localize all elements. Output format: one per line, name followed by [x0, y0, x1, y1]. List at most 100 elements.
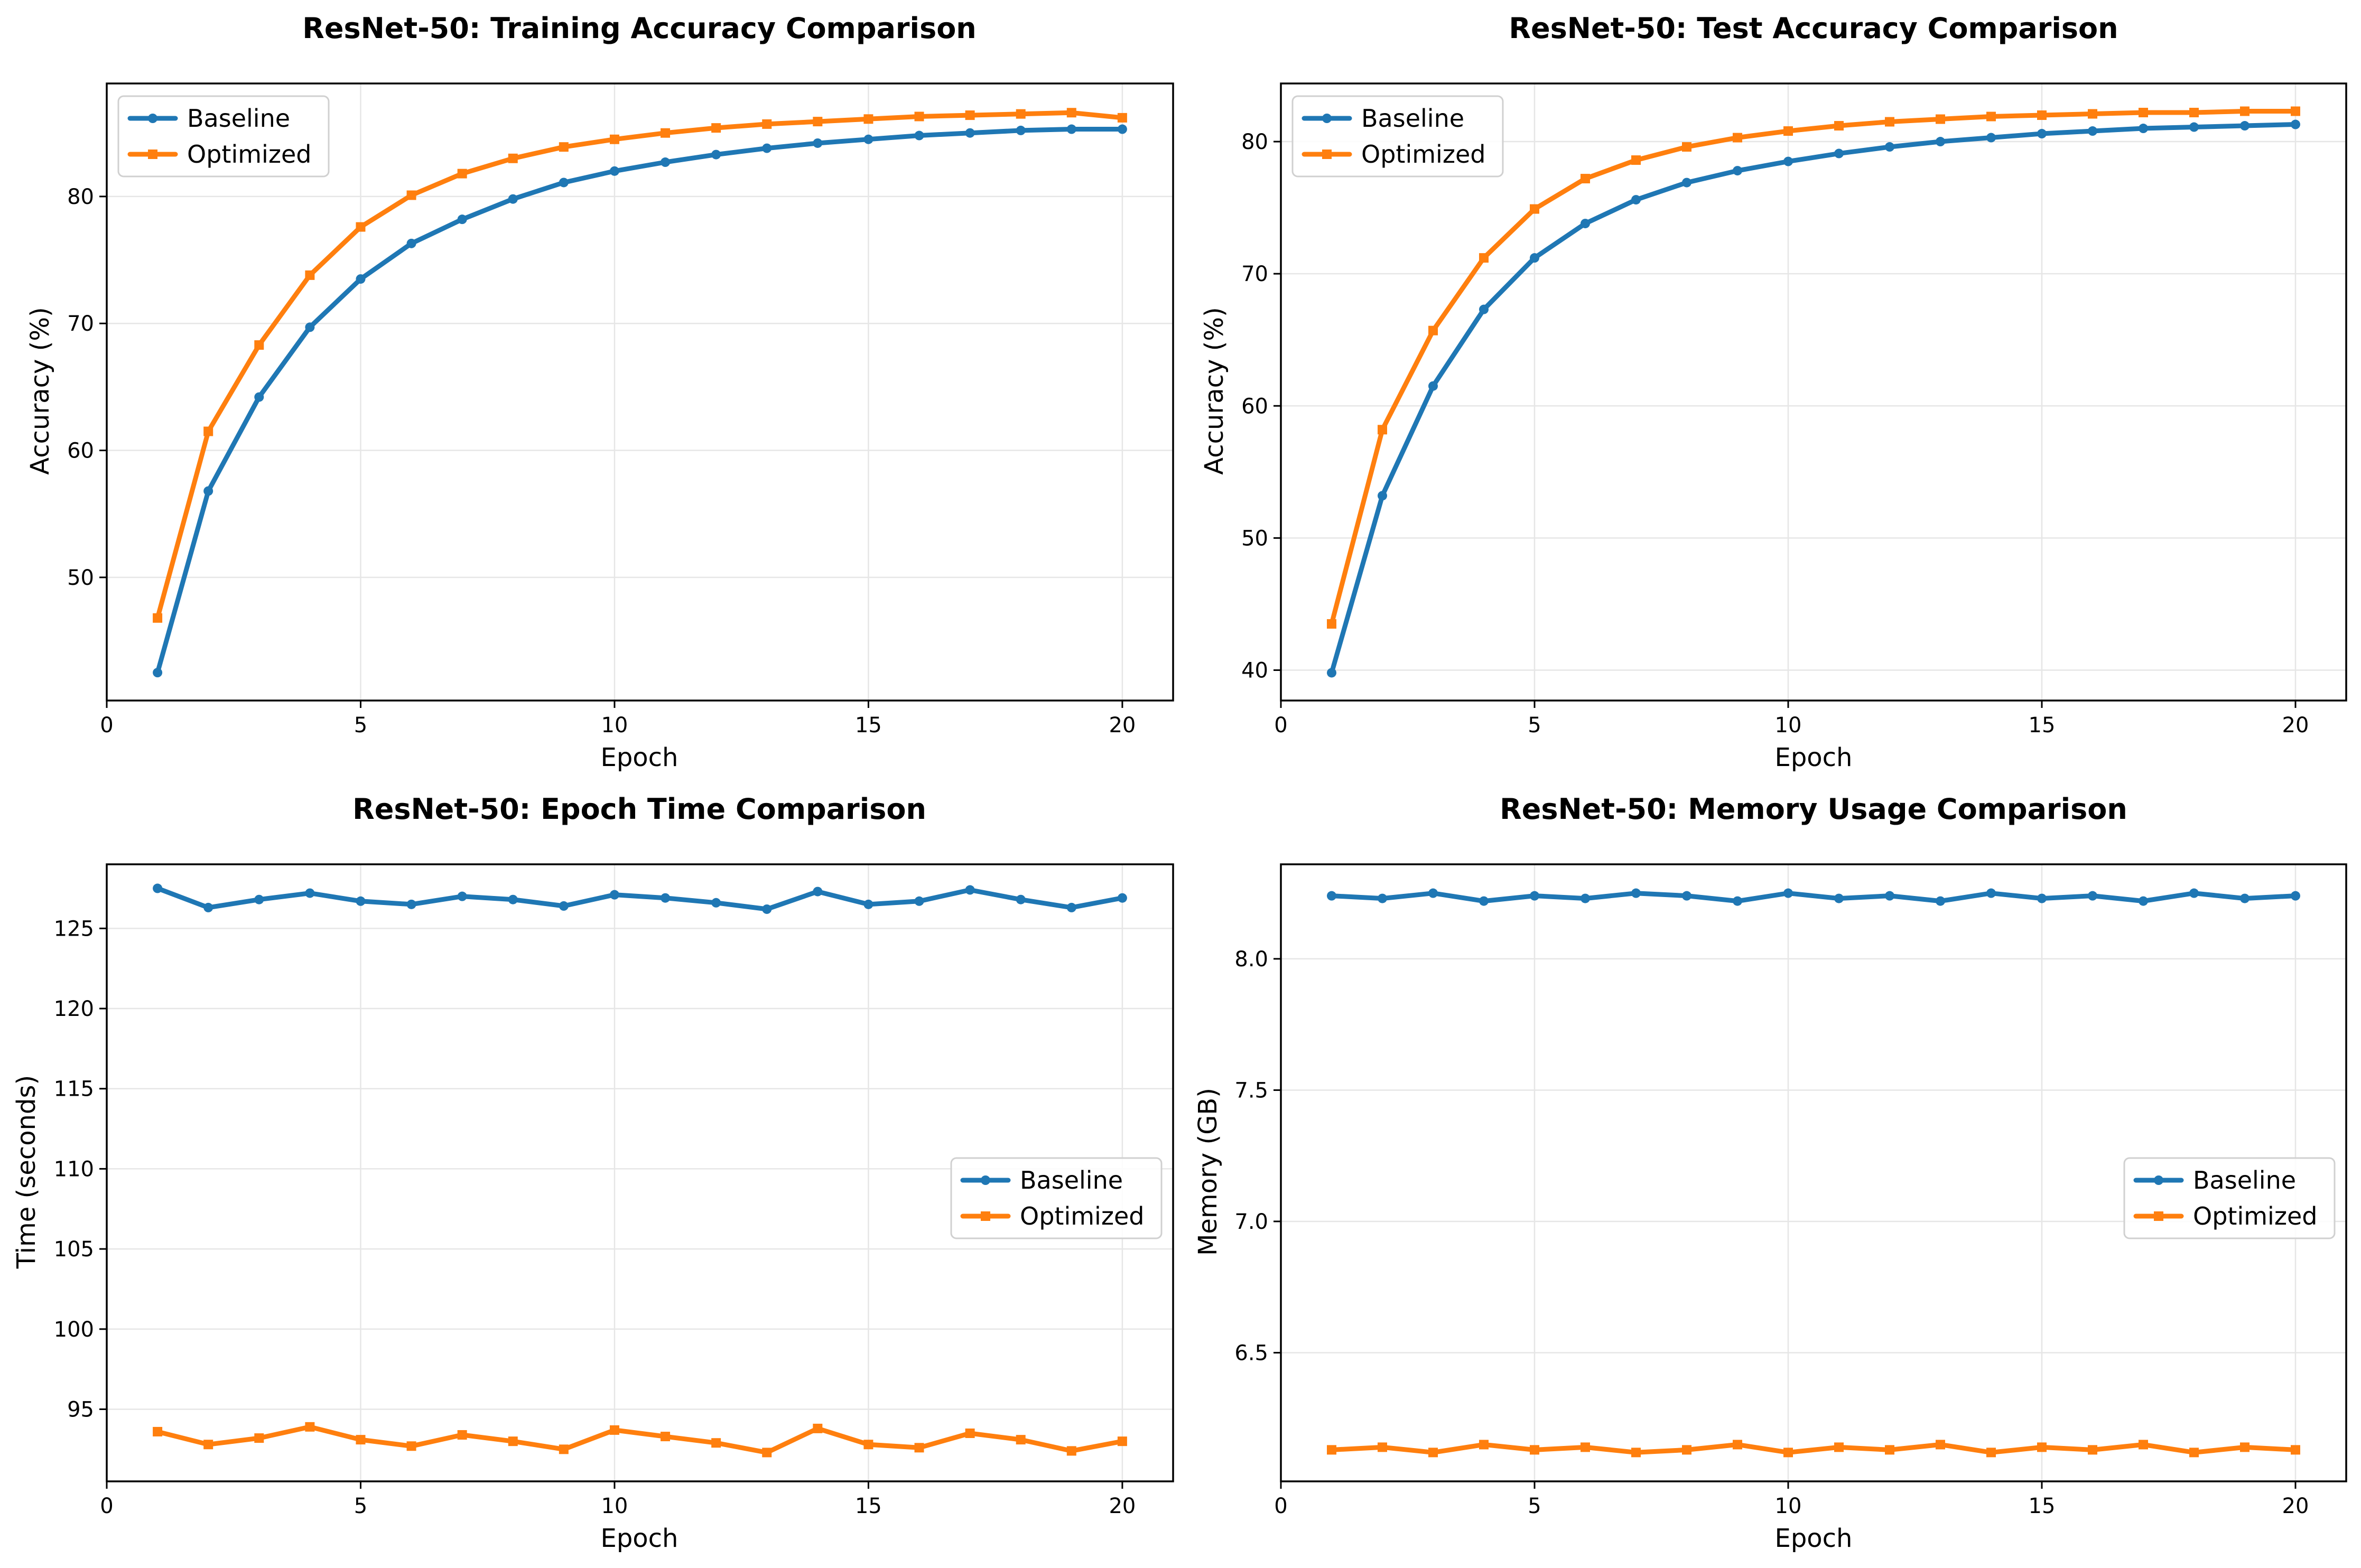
data-point: [609, 166, 619, 176]
x-axis-label: Epoch: [601, 1524, 678, 1553]
data-point: [2291, 106, 2300, 116]
data-point: [661, 1432, 671, 1442]
x-tick-label: 10: [1775, 1494, 1802, 1518]
data-point: [1936, 1440, 1945, 1450]
legend-label: Optimized: [187, 140, 311, 169]
data-point: [762, 1448, 772, 1458]
data-point: [1117, 893, 1127, 903]
data-point: [508, 1436, 518, 1446]
legend: Baseline Optimized: [117, 95, 330, 178]
data-point: [1066, 1446, 1076, 1456]
data-point: [711, 150, 721, 160]
y-tick-label: 115: [54, 1077, 94, 1102]
data-point: [1530, 204, 1539, 214]
data-point: [153, 883, 163, 893]
data-point: [2189, 888, 2199, 898]
legend-label: Optimized: [2193, 1202, 2317, 1230]
data-point: [356, 222, 366, 232]
y-tick-label: 8.0: [1234, 947, 1268, 972]
legend-label: Baseline: [2193, 1166, 2296, 1194]
data-point: [457, 1430, 467, 1440]
series-line: [1329, 122, 2298, 675]
data-point: [305, 270, 315, 280]
x-tick-label: 20: [1109, 713, 1136, 738]
y-axis-label: Memory (GB): [1193, 1088, 1223, 1256]
data-point: [559, 901, 569, 911]
series-line: [1329, 1442, 2298, 1455]
epoch-time-chart: ResNet-50: Epoch Time Comparison Epoch T…: [12, 792, 1174, 1553]
grid: [1280, 83, 2346, 701]
legend-item-baseline: Baseline: [127, 104, 290, 133]
data-point: [1986, 1448, 1996, 1458]
data-point: [1834, 148, 1844, 158]
data-point: [2240, 1442, 2250, 1452]
data-point: [1986, 133, 1996, 143]
legend-marker: [981, 1175, 990, 1185]
data-point: [1066, 108, 1076, 118]
y-tick-label: 70: [67, 312, 94, 336]
legend-item-optimized: Optimized: [127, 140, 311, 169]
data-point: [1428, 1448, 1438, 1458]
data-point: [661, 893, 671, 903]
data-point: [2139, 896, 2148, 906]
data-point: [2037, 110, 2047, 120]
legend-item-baseline: Baseline: [2133, 1166, 2296, 1194]
data-point: [1479, 253, 1489, 263]
data-point: [2088, 109, 2097, 119]
plot-frame: [1280, 863, 2347, 1482]
x-axis-label: Epoch: [601, 743, 678, 772]
legend-marker: [981, 1211, 990, 1221]
data-point: [1733, 896, 1742, 906]
ticks: 0 5 10 15 20 40 50 60 70 80: [1241, 130, 2309, 738]
data-point: [1631, 1448, 1641, 1458]
data-point: [2037, 129, 2047, 139]
data-point: [1428, 381, 1438, 391]
data-point: [1016, 894, 1026, 904]
data-point: [711, 123, 721, 133]
ticks: 0 5 10 15 20 6.5 7.0 7.5 8.0: [1234, 947, 2309, 1518]
legend: Baseline Optimized: [1291, 95, 1504, 178]
data-point: [1117, 1436, 1127, 1446]
series-line: [1329, 891, 2298, 904]
series-line: [155, 886, 1125, 912]
legend-marker: [148, 150, 157, 159]
series-line: [155, 1424, 1125, 1455]
data-point: [661, 157, 671, 167]
data-point: [254, 894, 264, 904]
data-point: [406, 1441, 416, 1451]
data-point: [1327, 1445, 1336, 1455]
data-point: [1986, 111, 1996, 122]
x-tick-label: 5: [354, 1494, 367, 1518]
series-optimized: [1327, 106, 2300, 629]
data-point: [1428, 888, 1438, 898]
x-axis-label: Epoch: [1775, 1524, 1853, 1553]
y-tick-label: 125: [54, 917, 94, 941]
data-point: [2291, 119, 2300, 129]
y-tick-label: 50: [67, 566, 94, 590]
legend-item-optimized: Optimized: [1302, 140, 1485, 169]
data-point: [1581, 219, 1590, 229]
series-baseline: [1327, 119, 2300, 678]
data-point: [1682, 1445, 1691, 1455]
data-point: [1530, 253, 1539, 263]
data-point: [813, 886, 823, 897]
data-point: [1530, 891, 1539, 901]
data-point: [1581, 174, 1590, 184]
y-tick-label: 120: [54, 997, 94, 1021]
data-point: [1016, 109, 1026, 119]
series-line: [155, 127, 1125, 675]
x-tick-label: 10: [1775, 713, 1802, 738]
training-accuracy-chart: ResNet-50: Training Accuracy Comparison …: [25, 12, 1174, 772]
data-point: [203, 486, 213, 496]
data-point: [2139, 1440, 2148, 1450]
x-tick-label: 10: [601, 1494, 628, 1518]
data-point: [1885, 891, 1894, 901]
data-point: [2139, 124, 2148, 134]
y-axis-label: Time (seconds): [12, 1075, 41, 1269]
data-point: [153, 1426, 163, 1436]
data-point: [2291, 1445, 2300, 1455]
data-point: [305, 1422, 315, 1432]
data-point: [559, 142, 569, 152]
y-tick-label: 100: [54, 1318, 94, 1342]
data-point: [1479, 896, 1489, 906]
